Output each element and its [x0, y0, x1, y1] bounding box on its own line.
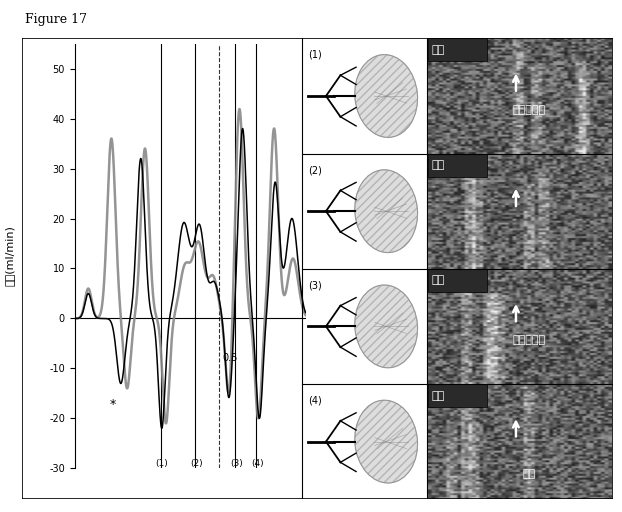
Text: 前期: 前期: [432, 275, 445, 285]
Text: 秒: 秒: [187, 511, 194, 512]
Bar: [428, 154, 486, 177]
Ellipse shape: [355, 285, 417, 368]
Text: (4): (4): [308, 395, 322, 406]
Ellipse shape: [355, 400, 417, 483]
Text: Figure 17: Figure 17: [25, 13, 87, 26]
Text: (4): (4): [251, 459, 264, 468]
Bar: [428, 38, 486, 61]
Text: 後期: 後期: [432, 160, 445, 170]
Text: (2): (2): [190, 459, 203, 468]
Text: 前期: 前期: [432, 45, 445, 55]
Ellipse shape: [355, 55, 417, 137]
Text: (1): (1): [308, 50, 322, 60]
Bar: [428, 269, 486, 292]
Text: (1): (1): [156, 459, 168, 468]
Text: 0.5: 0.5: [223, 353, 238, 363]
Ellipse shape: [355, 170, 417, 252]
Text: 後期: 後期: [432, 391, 445, 400]
Text: 流量(ml/min): 流量(ml/min): [5, 226, 15, 286]
Text: (3): (3): [308, 281, 322, 290]
Text: 心臓縮小期: 心臓縮小期: [513, 335, 545, 345]
Text: (2): (2): [308, 165, 322, 175]
Text: 心臓拡張期: 心臓拡張期: [513, 105, 545, 115]
Text: 吻合: 吻合: [522, 469, 536, 479]
Text: (3): (3): [230, 459, 243, 468]
Bar: [428, 384, 486, 407]
Text: *: *: [109, 398, 116, 412]
